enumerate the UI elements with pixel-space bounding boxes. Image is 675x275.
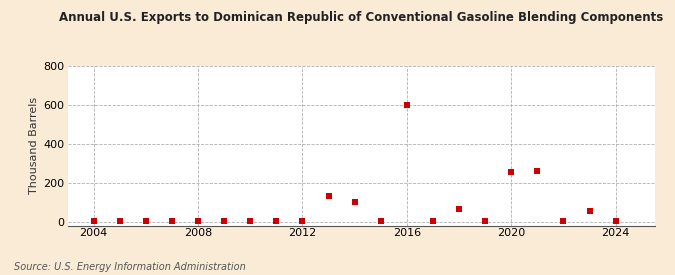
Point — [297, 219, 308, 223]
Point — [402, 103, 412, 107]
Point — [271, 219, 281, 223]
Point — [192, 218, 203, 223]
Point — [480, 219, 491, 223]
Point — [454, 207, 464, 211]
Point — [323, 194, 334, 199]
Point — [114, 219, 125, 223]
Point — [375, 219, 386, 223]
Point — [532, 169, 543, 173]
Point — [167, 219, 178, 223]
Point — [349, 200, 360, 204]
Point — [219, 219, 230, 223]
Point — [610, 218, 621, 223]
Point — [427, 219, 438, 223]
Point — [140, 219, 151, 224]
Text: Source: U.S. Energy Information Administration: Source: U.S. Energy Information Administ… — [14, 262, 245, 272]
Point — [584, 209, 595, 213]
Point — [245, 219, 256, 223]
Point — [506, 170, 516, 174]
Text: Annual U.S. Exports to Dominican Republic of Conventional Gasoline Blending Comp: Annual U.S. Exports to Dominican Republi… — [59, 11, 664, 24]
Point — [88, 219, 99, 223]
Y-axis label: Thousand Barrels: Thousand Barrels — [30, 97, 39, 194]
Point — [558, 219, 569, 223]
